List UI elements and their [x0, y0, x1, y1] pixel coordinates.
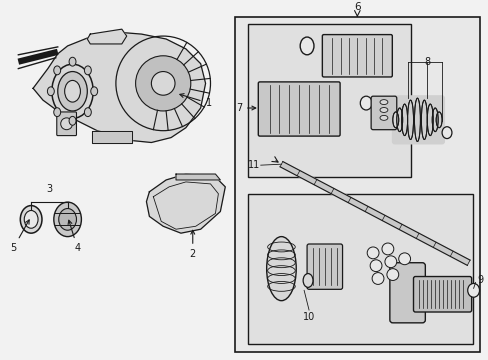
Text: 2: 2 — [189, 230, 196, 259]
FancyBboxPatch shape — [322, 35, 391, 77]
Text: 4: 4 — [68, 220, 81, 253]
Circle shape — [135, 56, 190, 111]
Ellipse shape — [59, 208, 76, 230]
Ellipse shape — [64, 80, 80, 102]
Ellipse shape — [379, 116, 387, 120]
Ellipse shape — [398, 253, 410, 265]
Ellipse shape — [371, 273, 383, 284]
Polygon shape — [87, 29, 126, 44]
Text: 10: 10 — [302, 312, 315, 322]
Polygon shape — [280, 162, 469, 265]
Ellipse shape — [467, 283, 479, 297]
Ellipse shape — [379, 100, 387, 104]
Ellipse shape — [392, 112, 398, 128]
Ellipse shape — [386, 269, 398, 280]
Circle shape — [61, 118, 72, 130]
FancyBboxPatch shape — [370, 96, 396, 130]
FancyBboxPatch shape — [391, 95, 444, 144]
Ellipse shape — [266, 237, 296, 301]
Polygon shape — [146, 174, 225, 233]
Ellipse shape — [366, 247, 378, 259]
Ellipse shape — [379, 108, 387, 112]
Ellipse shape — [381, 243, 393, 255]
Polygon shape — [92, 131, 131, 143]
Text: 8: 8 — [424, 57, 429, 67]
Text: 5: 5 — [10, 220, 29, 253]
Text: 6: 6 — [353, 3, 360, 12]
Ellipse shape — [47, 87, 54, 96]
Text: 7: 7 — [235, 103, 255, 113]
Text: 9: 9 — [477, 275, 483, 285]
Ellipse shape — [54, 202, 81, 237]
Ellipse shape — [441, 127, 451, 139]
FancyBboxPatch shape — [306, 244, 342, 289]
Ellipse shape — [384, 256, 396, 267]
Polygon shape — [33, 32, 205, 143]
Text: 3: 3 — [47, 184, 53, 194]
Ellipse shape — [58, 72, 87, 111]
Circle shape — [151, 72, 175, 95]
Polygon shape — [176, 174, 220, 180]
Ellipse shape — [69, 116, 76, 125]
Text: 11: 11 — [247, 160, 259, 170]
Text: 1: 1 — [180, 94, 211, 108]
Bar — [235, 17, 479, 352]
FancyBboxPatch shape — [258, 82, 339, 136]
Ellipse shape — [52, 64, 93, 118]
Ellipse shape — [369, 260, 381, 271]
Ellipse shape — [24, 211, 38, 228]
Bar — [247, 24, 410, 177]
Ellipse shape — [69, 57, 76, 66]
Ellipse shape — [54, 108, 61, 117]
Ellipse shape — [303, 274, 312, 287]
FancyBboxPatch shape — [57, 112, 76, 136]
Bar — [247, 194, 472, 343]
Ellipse shape — [84, 108, 91, 117]
Ellipse shape — [20, 206, 42, 233]
FancyBboxPatch shape — [389, 263, 425, 323]
Ellipse shape — [360, 96, 371, 110]
Ellipse shape — [300, 37, 313, 55]
Ellipse shape — [84, 66, 91, 75]
Ellipse shape — [91, 87, 98, 96]
Ellipse shape — [54, 66, 61, 75]
FancyBboxPatch shape — [413, 276, 471, 312]
